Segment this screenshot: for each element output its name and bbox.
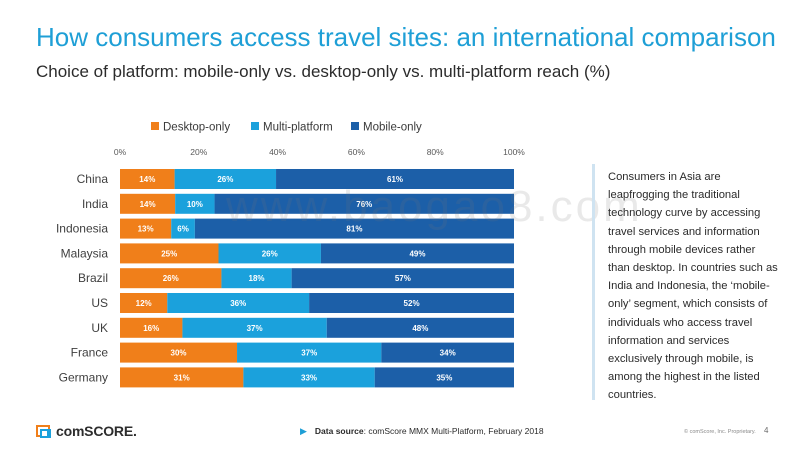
bar-segment <box>120 367 244 388</box>
bar-segment <box>309 293 514 313</box>
comscore-logo: comSCORE. <box>36 420 137 442</box>
data-label: 81% <box>346 225 362 234</box>
page-subtitle: Choice of platform: mobile-only vs. desk… <box>36 62 611 81</box>
category-label: Brazil <box>78 271 108 285</box>
page-title: How consumers access travel sites: an in… <box>36 22 776 52</box>
bar-segment <box>326 317 514 338</box>
bar-segment <box>381 342 514 363</box>
bar-segment <box>374 367 514 388</box>
category-label: Germany <box>59 370 108 384</box>
data-label: 37% <box>247 324 263 333</box>
bar-segment <box>120 342 238 363</box>
bar-segment <box>120 293 168 313</box>
play-triangle-icon: ▶ <box>300 426 307 436</box>
bar-segment <box>276 169 514 189</box>
x-tick-label: 40% <box>269 147 286 157</box>
copyright: © comScore, Inc. Proprietary. <box>684 429 756 435</box>
data-label: 34% <box>440 349 456 358</box>
data-label: 26% <box>163 274 179 283</box>
category-label: France <box>71 346 109 360</box>
bar-segment <box>171 218 195 239</box>
x-tick-label: 80% <box>427 147 444 157</box>
data-label: 49% <box>409 249 425 258</box>
bar-segment <box>120 268 222 289</box>
bar-segment <box>120 317 183 338</box>
source-label: Data source <box>314 426 364 436</box>
data-label: 26% <box>217 175 233 184</box>
bar-segment <box>167 293 310 313</box>
data-label: 76% <box>356 200 372 209</box>
bar-segment <box>221 268 292 289</box>
data-label: 14% <box>139 175 155 184</box>
bar-segment <box>194 218 515 239</box>
category-label: Indonesia <box>56 222 108 236</box>
category-label: China <box>77 172 109 186</box>
data-label: 14% <box>140 200 156 209</box>
bar-segment <box>182 317 327 338</box>
data-label: 6% <box>177 225 189 234</box>
data-label: 31% <box>174 373 190 382</box>
data-label: 48% <box>412 324 428 333</box>
bar-segment <box>120 218 172 239</box>
data-label: 18% <box>249 274 265 283</box>
data-label: 12% <box>136 299 152 308</box>
data-label: 10% <box>187 200 203 209</box>
bar-segment <box>174 169 277 189</box>
bar-segment <box>237 342 382 363</box>
data-label: 61% <box>387 175 403 184</box>
bar-segment <box>175 193 215 214</box>
data-label: 13% <box>138 225 154 234</box>
legend-label: Mobile-only <box>363 122 422 134</box>
side-note-text: Consumers in Asia are leapfrogging the t… <box>608 171 778 402</box>
category-label: Malaysia <box>61 246 109 260</box>
bar-segment <box>243 367 375 388</box>
data-source: ▶ Data source: comScore MMX Multi-Platfor… <box>300 426 544 437</box>
data-label: 52% <box>404 299 420 308</box>
data-label: 35% <box>436 373 452 382</box>
data-label: 37% <box>301 349 317 358</box>
data-label: 57% <box>395 274 411 283</box>
legend-label: Desktop-only <box>163 122 230 134</box>
bar-segment <box>218 243 321 264</box>
x-tick-label: 20% <box>190 147 207 157</box>
legend-label: Multi-platform <box>263 122 333 134</box>
comscore-logo-icon <box>36 425 51 438</box>
source-text: : comScore MMX Multi-Platform, February … <box>363 426 544 436</box>
data-label: 25% <box>161 249 177 258</box>
category-label: India <box>82 197 108 211</box>
category-label: UK <box>91 321 108 335</box>
data-label: 33% <box>301 373 317 382</box>
data-label: 36% <box>230 299 246 308</box>
x-tick-label: 0% <box>114 147 127 157</box>
data-label: 16% <box>143 324 159 333</box>
bar-segment <box>120 169 175 189</box>
page-number: 4 <box>764 426 769 435</box>
legend-swatch <box>351 122 359 130</box>
bar-segment <box>291 268 514 289</box>
bar-segment <box>120 243 219 264</box>
data-label: 30% <box>171 349 187 358</box>
bar-segment <box>214 193 514 214</box>
bar-segment <box>320 243 514 264</box>
data-label: 26% <box>262 249 278 258</box>
category-label: US <box>91 296 108 310</box>
x-tick-label: 60% <box>348 147 365 157</box>
bar-segment <box>120 193 176 214</box>
legend-swatch <box>151 122 159 130</box>
side-note-border <box>592 164 595 400</box>
legend-swatch <box>251 122 259 130</box>
x-tick-label: 100% <box>503 147 525 157</box>
logo-text: comSCORE. <box>56 423 137 439</box>
